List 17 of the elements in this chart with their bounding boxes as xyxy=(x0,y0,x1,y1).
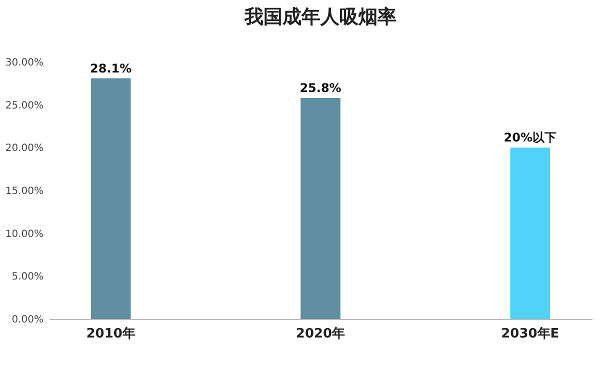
data-label: 25.8% xyxy=(300,80,342,95)
y-tick-label: 25.00% xyxy=(5,100,44,112)
y-tick-label: 30.00% xyxy=(5,58,44,68)
y-tick-label: 0.00% xyxy=(12,314,44,326)
data-label: 28.1% xyxy=(90,61,132,76)
y-tick-label: 10.00% xyxy=(5,228,44,240)
x-tick-label: 2030年E xyxy=(501,326,560,342)
y-tick-label: 5.00% xyxy=(12,272,44,283)
x-tick-label: 2010年 xyxy=(86,326,136,342)
y-tick-label: 20.00% xyxy=(5,143,44,154)
y-tick-label: 15.00% xyxy=(5,186,44,197)
bar xyxy=(90,78,131,319)
bar xyxy=(510,148,550,319)
chart-title: 我国成年人吸烟率 xyxy=(244,6,396,28)
x-tick-label: 2020年 xyxy=(296,326,346,342)
bar xyxy=(300,98,340,319)
data-label: 20%以下 xyxy=(504,130,557,145)
